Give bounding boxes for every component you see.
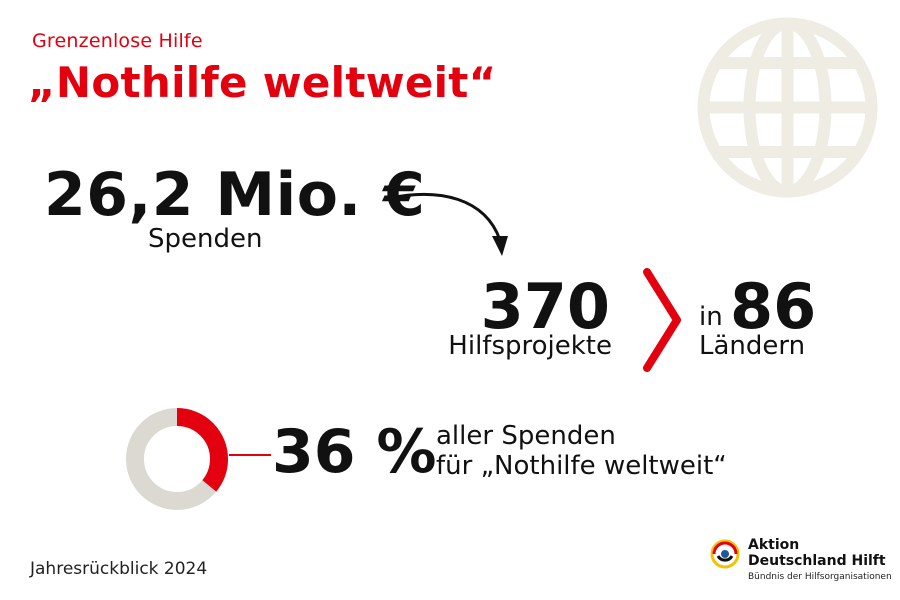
logo-text-line1: Aktion xyxy=(748,537,800,553)
page-title: „Nothilfe weltweit“ xyxy=(28,58,497,107)
donations-label: Spenden xyxy=(148,224,263,254)
header-subtitle: Grenzenlose Hilfe xyxy=(32,30,203,52)
countries-prefix: in xyxy=(699,302,723,332)
chevron-right-icon xyxy=(643,268,681,372)
logo-text-line2: Deutschland Hilft xyxy=(748,553,886,569)
logo-mark-icon xyxy=(710,539,740,569)
connector-line xyxy=(229,454,271,456)
globe-icon xyxy=(697,17,878,198)
curved-arrow-icon xyxy=(389,192,508,256)
share-percent: 36 % xyxy=(272,417,437,487)
donations-amount: 26,2 Mio. € xyxy=(44,160,426,230)
projects-label: Hilfsprojekte xyxy=(448,331,612,361)
logo-text-line3: Bündnis der Hilfsorganisationen xyxy=(748,572,892,582)
aktion-deutschland-hilft-logo: Aktion Deutschland Hilft Bündnis der Hil… xyxy=(710,537,892,587)
donut-chart xyxy=(126,408,228,510)
footer-year-label: Jahresrückblick 2024 xyxy=(30,559,208,579)
projects-count: 370 xyxy=(480,270,610,343)
share-description-line2: für „Nothilfe weltweit“ xyxy=(436,451,727,481)
donut-share-segment xyxy=(126,408,228,510)
share-description-line1: aller Spenden xyxy=(436,421,616,451)
countries-label: Ländern xyxy=(699,331,806,361)
countries-count: 86 xyxy=(730,270,817,343)
